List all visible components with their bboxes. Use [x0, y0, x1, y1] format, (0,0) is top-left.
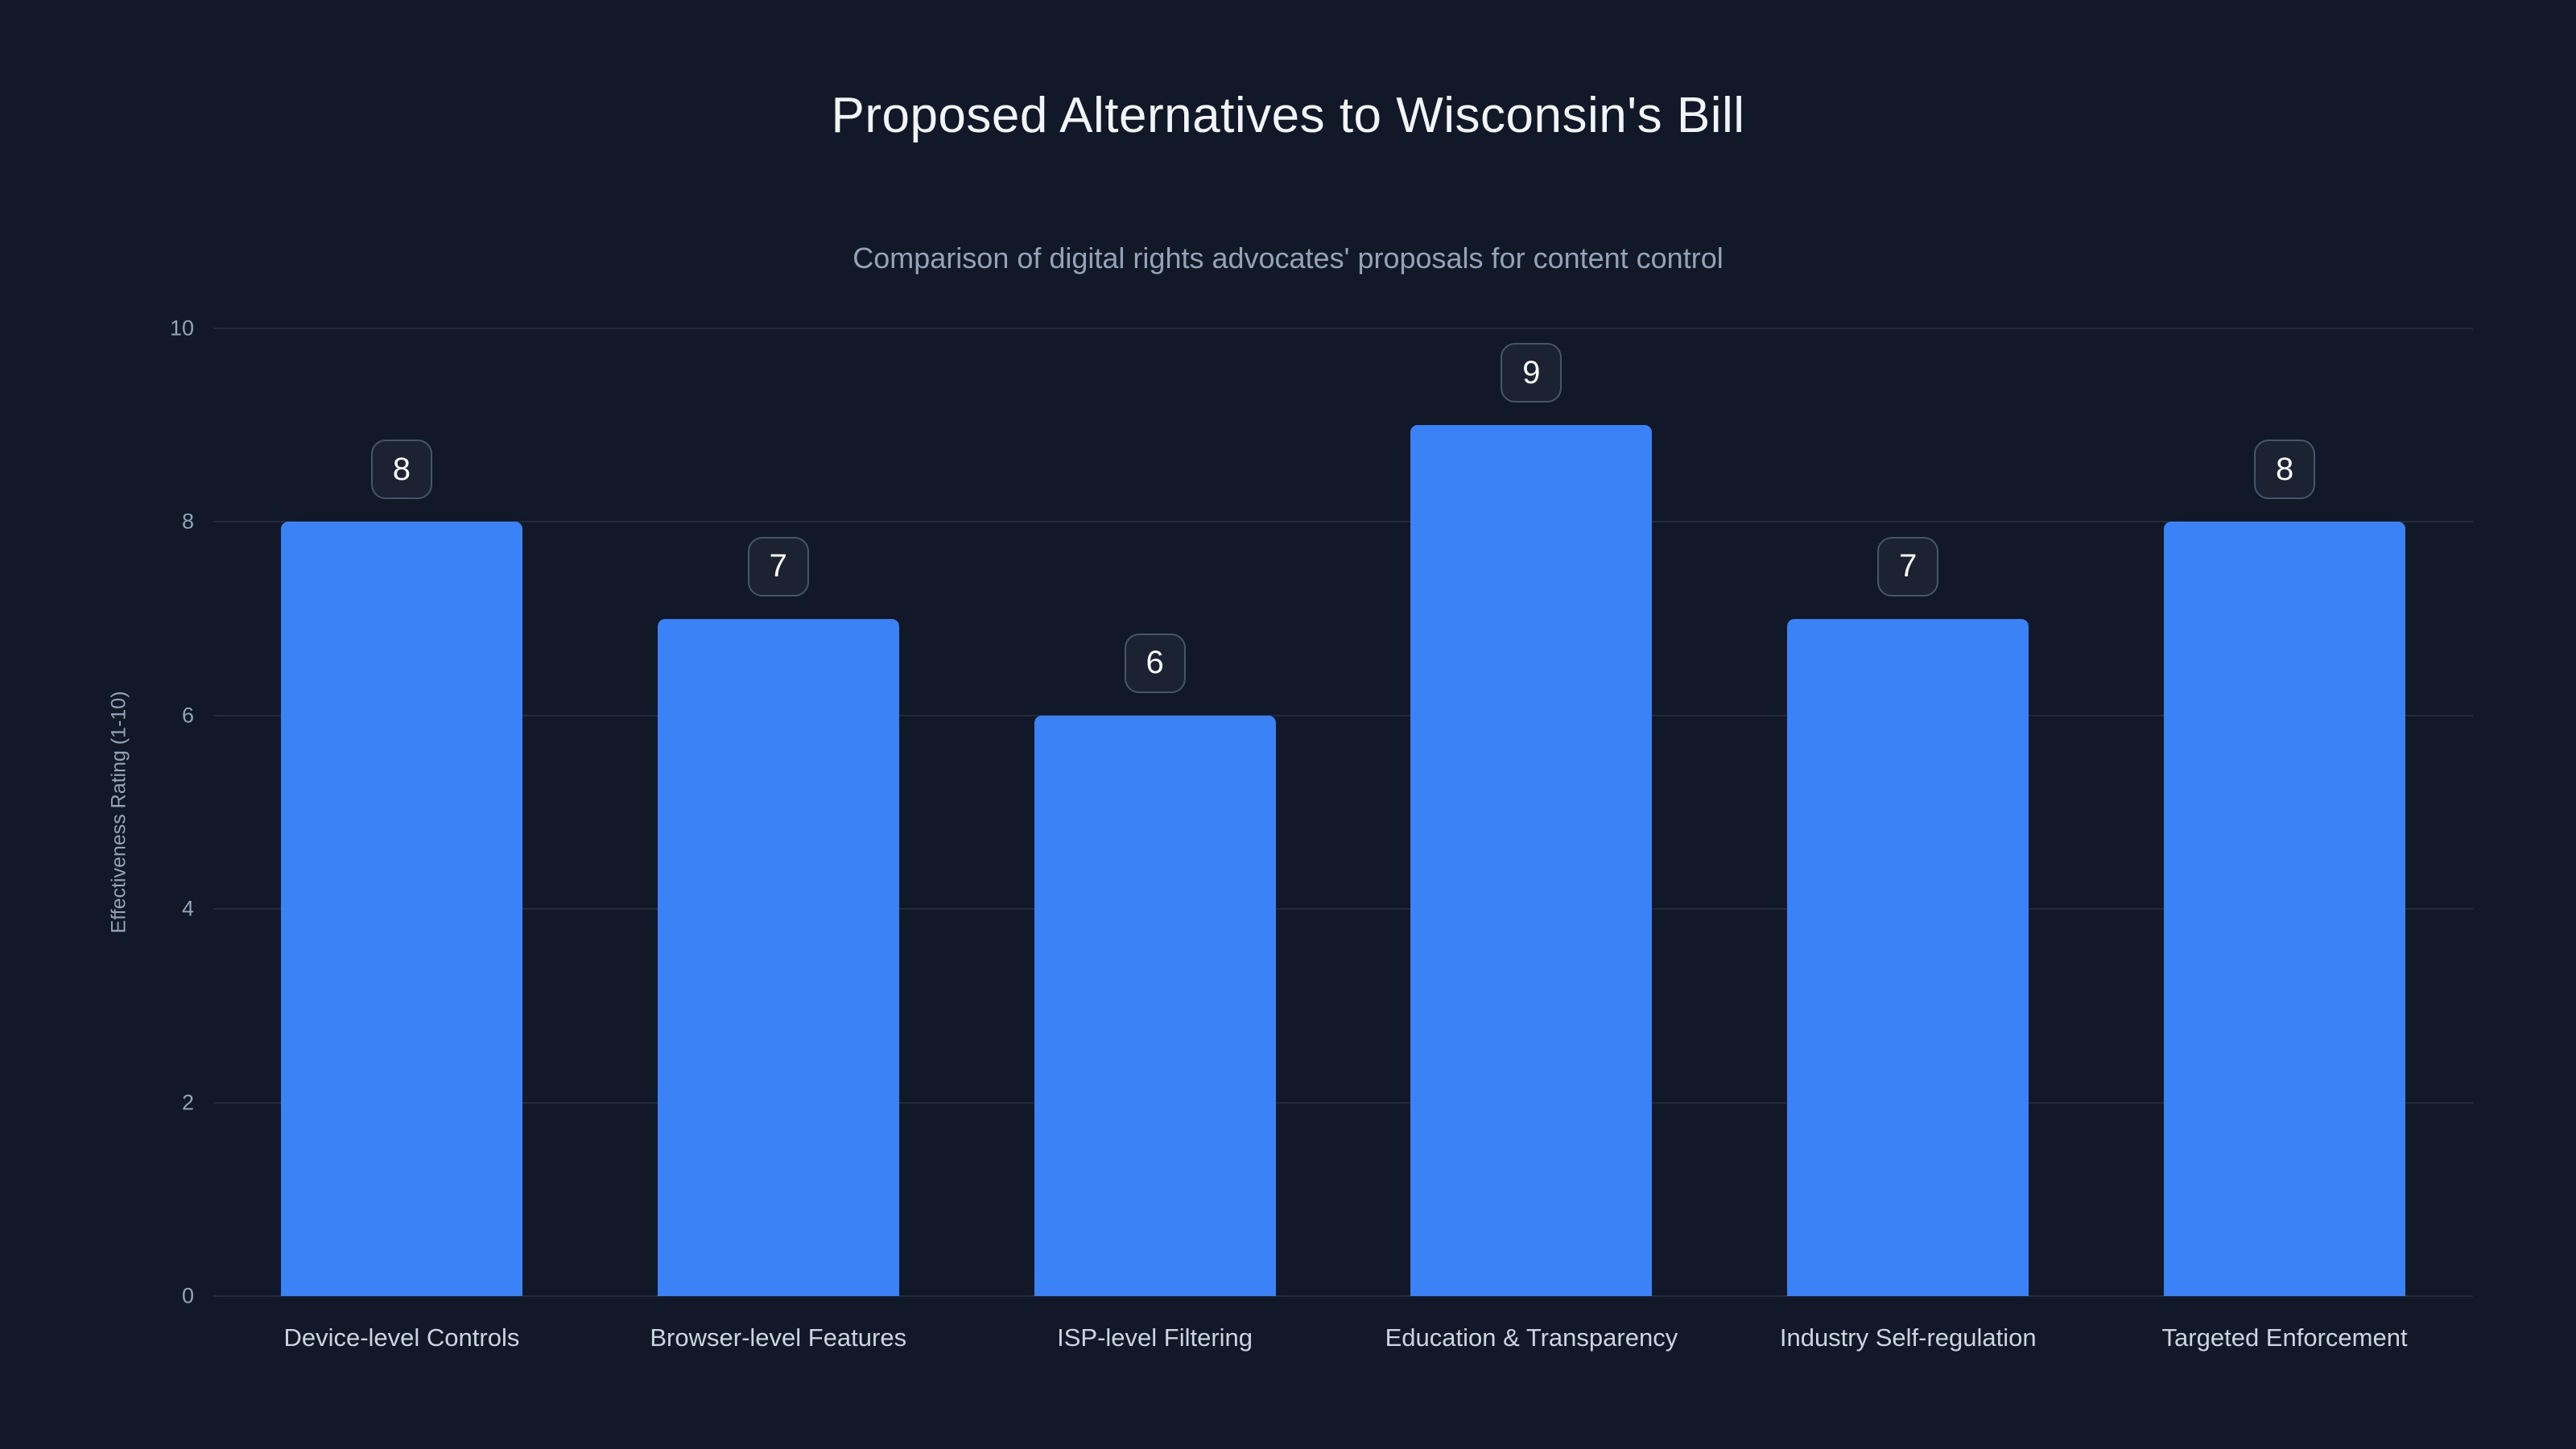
y-tick-label-0: 0: [181, 1283, 194, 1308]
value-badge-text: 9: [1522, 354, 1541, 390]
bar-4: [1787, 618, 2029, 1296]
bar-band: 6 ISP-level Filtering: [967, 328, 1344, 1352]
value-badge-5: 8: [2254, 440, 2316, 500]
y-tick-label-2: 2: [181, 1090, 194, 1115]
value-badge-4: 7: [1877, 536, 1939, 597]
value-badge-2: 6: [1124, 633, 1186, 693]
bar-band: 8 Targeted Enforcement: [2096, 328, 2473, 1352]
value-badge-text: 7: [1899, 548, 1918, 584]
value-badge-text: 6: [1146, 645, 1164, 681]
gridline-y-0: [213, 1295, 2473, 1297]
x-axis-label-0: Device-level Controls: [283, 1323, 520, 1352]
plot-area: 0 2 4 6 8 10 8 Device-level Controls 7 Browser-le…: [170, 317, 2473, 1352]
chart-subtitle: Comparison of digital rights advocates' …: [852, 242, 1724, 275]
bar-band: 8 Device-level Controls: [213, 328, 590, 1352]
gridline-y-4: [213, 908, 2473, 910]
y-tick-label-6: 6: [181, 703, 194, 728]
bar-3: [1410, 425, 1653, 1296]
bar-5: [2164, 522, 2406, 1296]
gridline-y-6: [213, 714, 2473, 716]
bar-1: [657, 618, 899, 1296]
x-axis-label-3: Education & Transparency: [1385, 1323, 1678, 1352]
bar-band: 7 Industry Self-regulation: [1719, 328, 2096, 1352]
value-badge-1: 7: [747, 536, 809, 597]
value-badge-text: 8: [2275, 451, 2294, 487]
bar-band: 7 Browser-level Features: [590, 328, 967, 1352]
bar-0: [280, 522, 522, 1296]
x-axis-label-1: Browser-level Features: [650, 1323, 907, 1352]
value-badge-3: 9: [1501, 343, 1563, 403]
value-badge-text: 8: [392, 451, 411, 487]
chart-title: Proposed Alternatives to Wisconsin's Bil…: [831, 88, 1745, 143]
x-axis-label-2: ISP-level Filtering: [1057, 1323, 1253, 1352]
y-tick-label-4: 4: [181, 896, 194, 921]
bar-band: 9 Education & Transparency: [1344, 328, 1720, 1352]
x-axis-label-5: Targeted Enforcement: [2161, 1323, 2408, 1352]
y-axis-title: Effectiveness Rating (1-10): [107, 691, 130, 934]
y-tick-label-8: 8: [181, 509, 194, 534]
value-badge-text: 7: [769, 548, 787, 584]
gridline-y-10: [213, 328, 2473, 329]
gridline-y-8: [213, 521, 2473, 523]
gridline-y-2: [213, 1101, 2473, 1104]
value-badge-0: 8: [370, 440, 432, 500]
y-tick-label-10: 10: [169, 316, 194, 341]
x-axis-label-4: Industry Self-regulation: [1779, 1323, 2037, 1352]
bar-2: [1034, 715, 1276, 1296]
